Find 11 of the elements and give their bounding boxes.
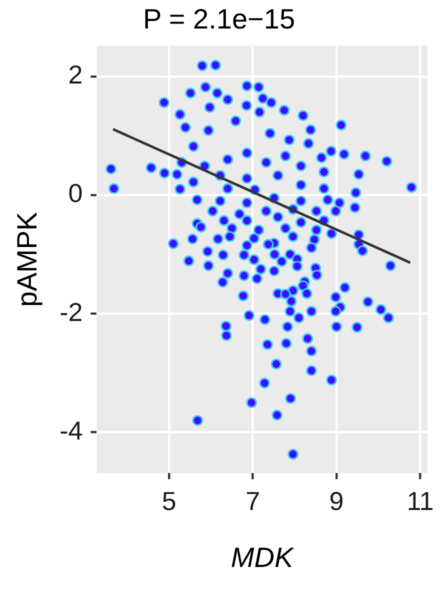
chart-title: P = 2.1e−15 — [142, 4, 296, 35]
y-axis-title: pAMPK — [12, 212, 43, 307]
x-tick-label: 9 — [329, 486, 344, 516]
y-tick-label: -2 — [60, 296, 83, 327]
x-axis-title: MDK — [230, 542, 294, 573]
y-tick-label: 2 — [68, 60, 83, 90]
y-tick-label: 0 — [68, 178, 83, 208]
y-tick-label: -4 — [60, 415, 83, 446]
x-tick-label: 11 — [406, 486, 434, 516]
x-tick-label: 5 — [162, 486, 176, 516]
x-tick-label: 7 — [246, 486, 260, 516]
